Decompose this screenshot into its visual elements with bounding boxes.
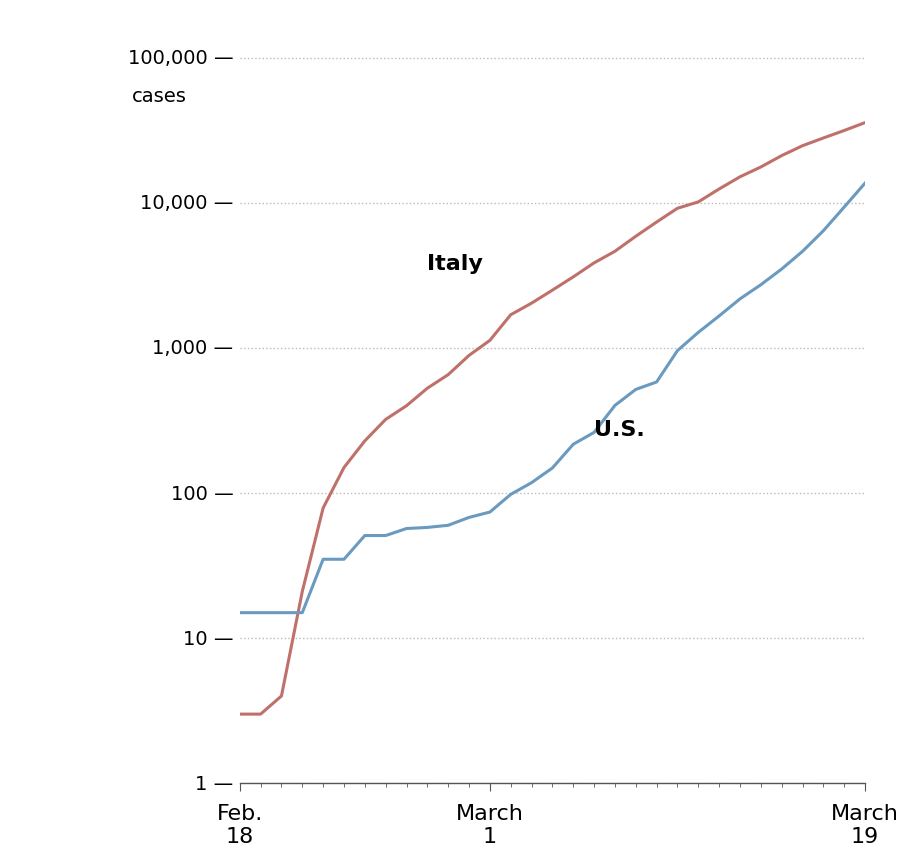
Text: 100,000 —: 100,000 — [128, 49, 233, 68]
Text: 1 —: 1 — [196, 774, 233, 793]
Text: 10,000 —: 10,000 — [140, 194, 233, 213]
Text: 100 —: 100 — [171, 484, 233, 503]
Text: 1,000 —: 1,000 — [153, 339, 233, 358]
Text: Italy: Italy [428, 254, 484, 274]
Text: 10 —: 10 — [183, 629, 233, 648]
Text: U.S.: U.S. [594, 420, 645, 440]
Text: cases: cases [132, 87, 186, 106]
